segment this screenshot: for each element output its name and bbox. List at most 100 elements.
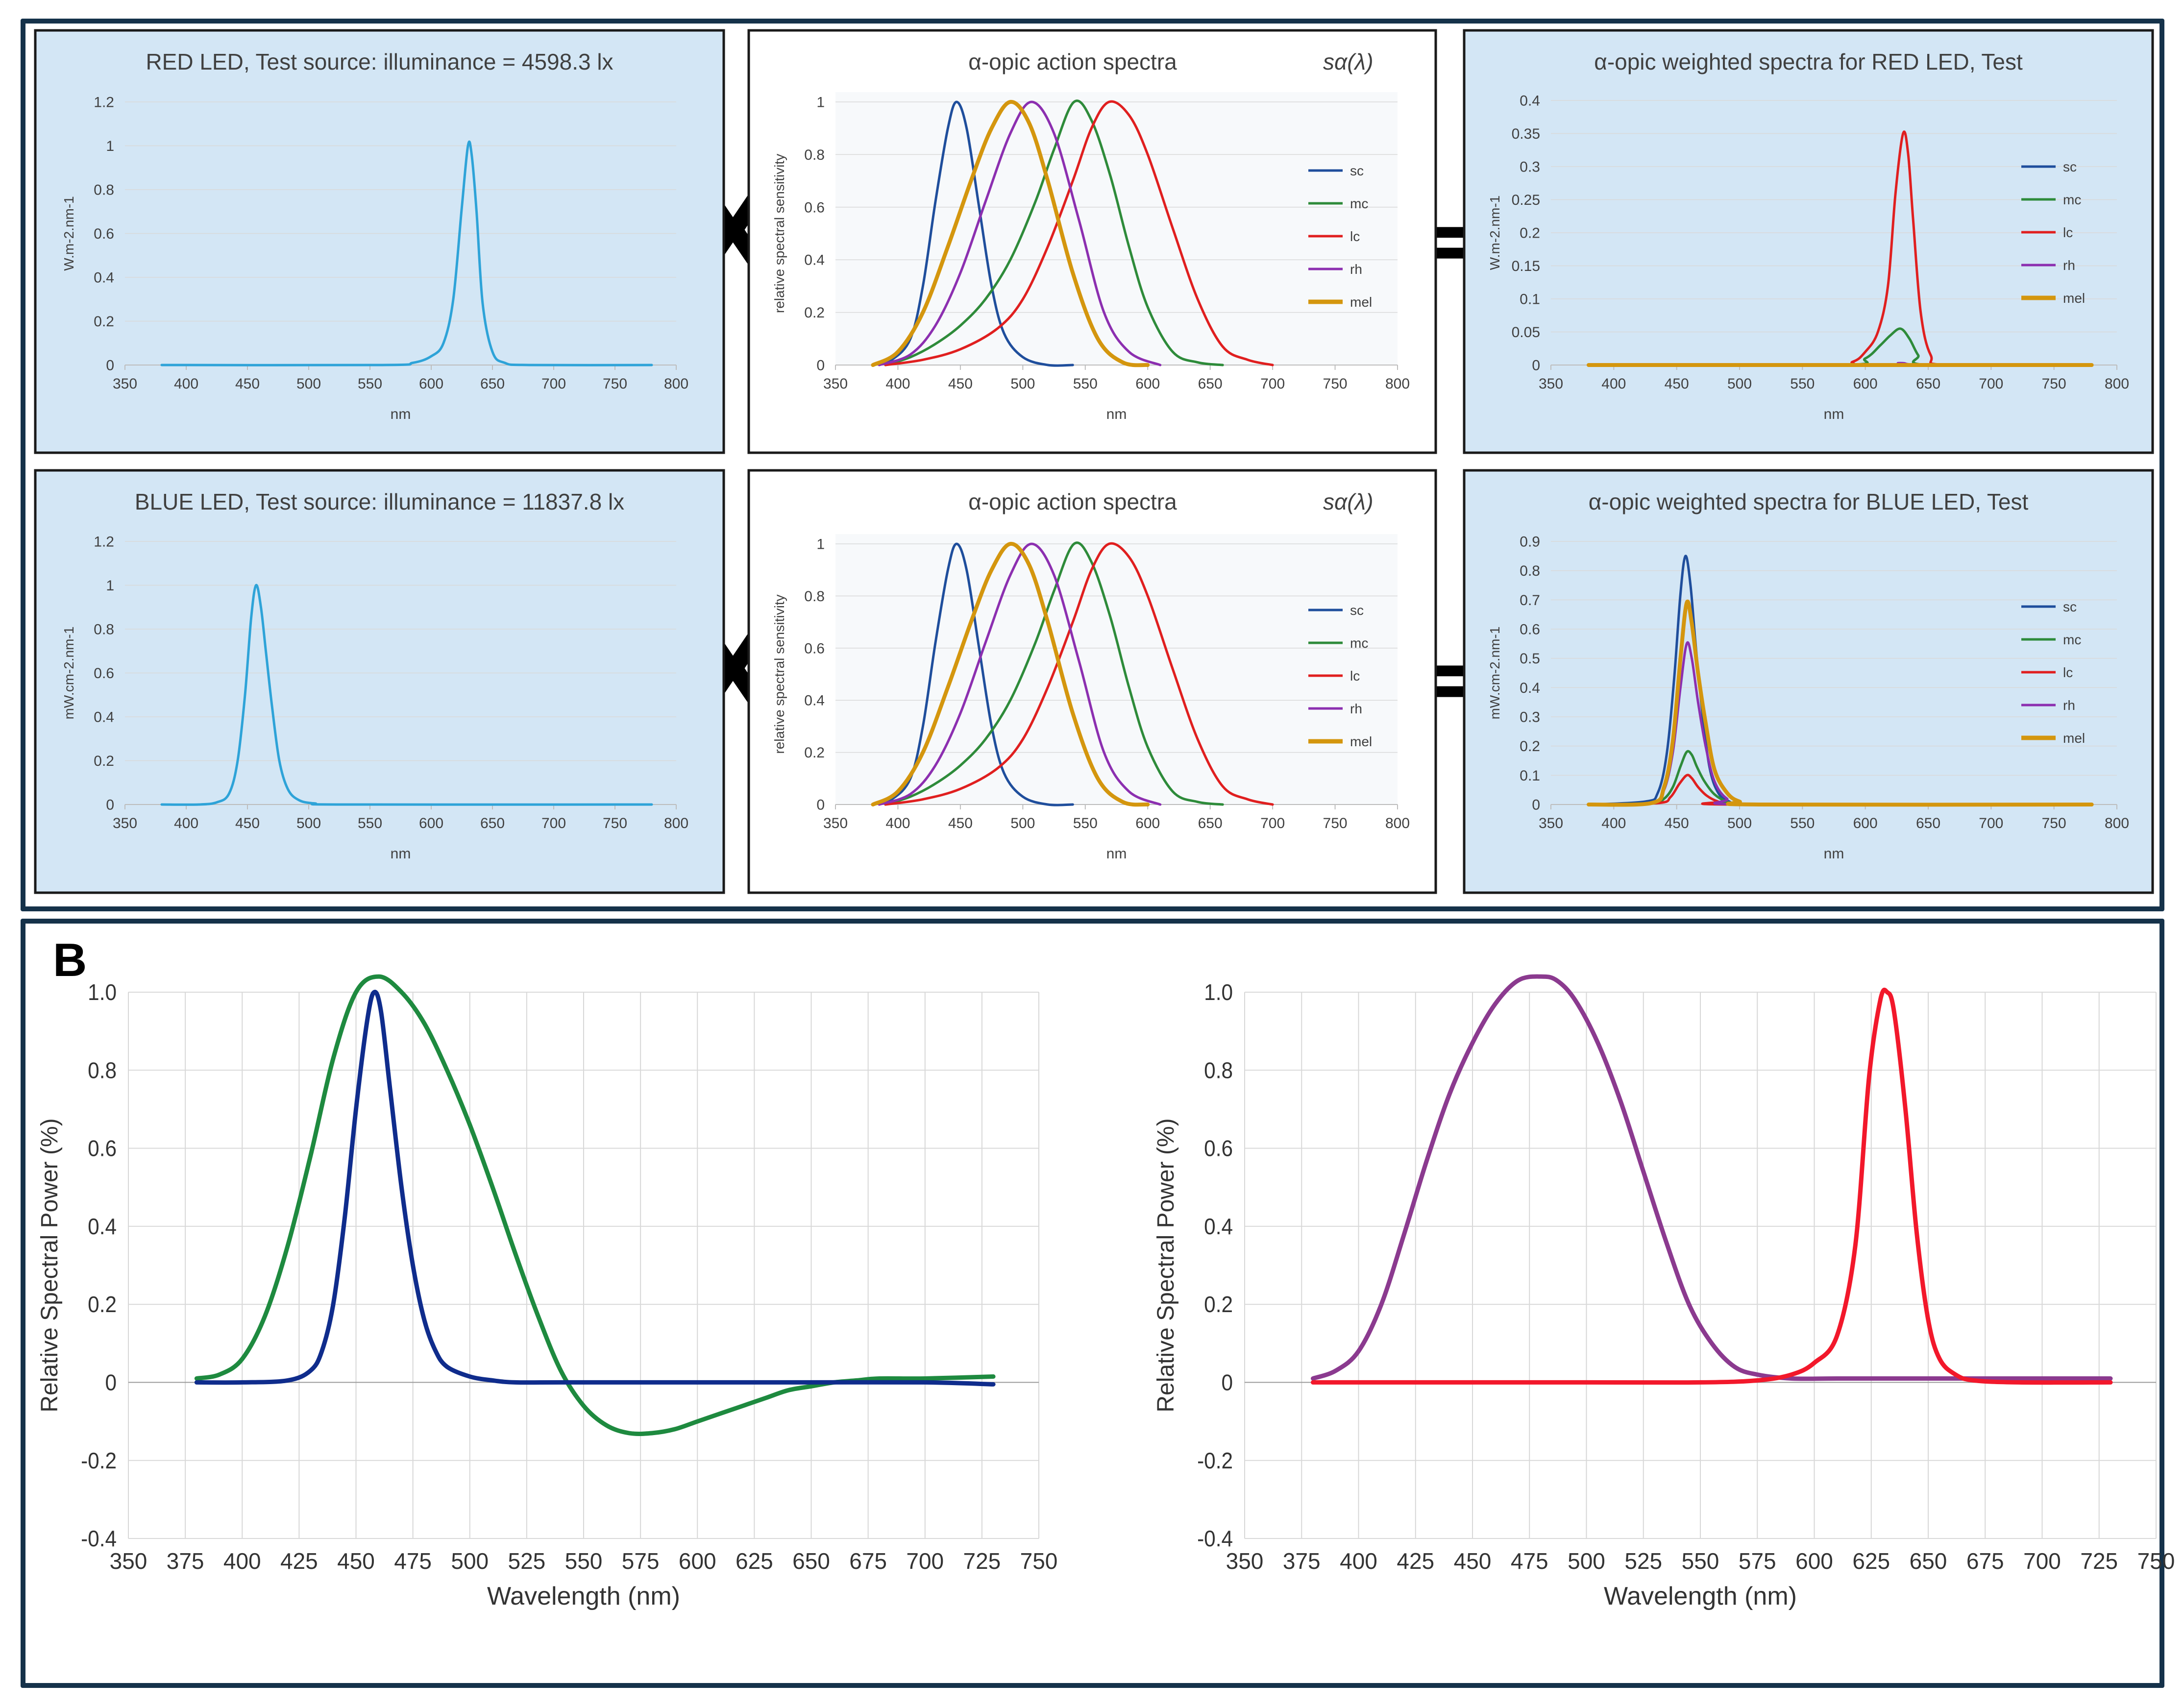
chart-a_action_top: 0 0.2 0.4 0.6 0.8 1 350 400 450 500 550 600 650 700 75… (747, 29, 1437, 454)
chart-frame (34, 469, 725, 894)
x-tick-label: 450 (948, 376, 973, 392)
y-tick-label: 0.8 (94, 182, 114, 198)
y-tick-label: 0.2 (88, 1293, 117, 1318)
x-tick-label: 600 (1795, 1548, 1833, 1574)
legend-label-rh: rh (1350, 701, 1362, 716)
y-tick-label: 0.2 (94, 314, 114, 330)
series-line-purple (1311, 974, 2113, 1381)
x-tick-label: 525 (1624, 1548, 1662, 1574)
y-tick-label: 1.2 (94, 534, 114, 550)
y-tick-label: 1.0 (1204, 980, 1233, 1005)
legend-label-sc: sc (2063, 159, 2077, 174)
series-line-red-led (160, 140, 653, 366)
series-line-green (194, 974, 996, 1436)
x-tick-label: 750 (603, 376, 627, 392)
x-tick-label: 550 (1682, 1548, 1719, 1574)
chart-title: α-opic action spectra (968, 489, 1177, 514)
x-tick-label: 650 (1910, 1548, 1947, 1574)
y-tick-label: 0.4 (804, 693, 825, 709)
x-tick-label: 625 (1852, 1548, 1890, 1574)
chart-title: RED LED, Test source: illuminance = 4598… (146, 49, 613, 74)
x-tick-label: 700 (541, 815, 566, 831)
y-tick-label: 0.2 (804, 745, 825, 761)
panel-b-frame (21, 919, 2164, 1688)
x-tick-label: 650 (1198, 815, 1223, 831)
y-tick-label: 0.6 (1520, 622, 1540, 638)
legend-label-mc: mc (1350, 635, 1368, 651)
y-tick-label: 1 (816, 537, 825, 553)
y-tick-label: 0.4 (94, 270, 114, 286)
x-tick-label: 350 (113, 815, 137, 831)
x-tick-label: 650 (792, 1548, 830, 1574)
chart-a_weighted_blue: 0 0.1 0.2 0.3 0.4 0.5 0.6 0.7 0.8 0.9 350 400 450 500… (1463, 469, 2154, 894)
y-tick-label: 0.6 (88, 1136, 117, 1161)
y-tick-label: -0.4 (1197, 1527, 1233, 1552)
x-tick-label: 800 (664, 815, 688, 831)
y-axis-title: Relative Spectral Power (%) (37, 1118, 63, 1412)
x-tick-label: 400 (885, 815, 910, 831)
series-line-sc (871, 542, 1074, 806)
legend-label-mc: mc (1350, 196, 1368, 211)
x-tick-label: 350 (1539, 376, 1563, 392)
x-tick-label: 400 (885, 376, 910, 392)
legend-label-rh: rh (2063, 258, 2075, 273)
y-axis-title: W.m-2.nm-1 (1487, 195, 1502, 270)
y-axis-title: Relative Spectral Power (%) (1153, 1118, 1179, 1412)
x-tick-label: 750 (2042, 815, 2066, 831)
y-tick-label: 1 (106, 578, 114, 594)
x-tick-label: 575 (622, 1548, 660, 1574)
x-tick-label: 600 (419, 376, 443, 392)
y-tick-label: 0.6 (804, 199, 825, 216)
legend-label-mc: mc (2063, 192, 2081, 207)
y-tick-label: 0.8 (804, 588, 825, 605)
x-tick-label: 650 (1916, 376, 1940, 392)
chart-frame (34, 29, 725, 454)
series-line-rh (878, 100, 1162, 366)
y-tick-label: 0.8 (88, 1058, 117, 1083)
x-tick-label: 350 (113, 376, 137, 392)
x-tick-label: 700 (1260, 376, 1285, 392)
chart-b_right: -0.4 -0.2 0 0.2 0.4 0.6 0.8 1.0 350 375 400 425 450 4… (1153, 974, 2175, 1610)
y-tick-label: 0.1 (1520, 768, 1540, 784)
x-tick-label: 350 (110, 1548, 147, 1574)
x-tick-label: 675 (1966, 1548, 2004, 1574)
x-tick-label: 700 (1260, 815, 1285, 831)
chart-b_left: -0.4 -0.2 0 0.2 0.4 0.6 0.8 1.0 350 375 400 425 450 4… (37, 974, 1057, 1610)
x-tick-label: 425 (1397, 1548, 1434, 1574)
x-tick-label: 700 (1979, 815, 2003, 831)
x-tick-label: 800 (664, 376, 688, 392)
x-tick-label: 450 (235, 376, 260, 392)
y-tick-label: 0 (106, 797, 114, 813)
y-tick-label: 1.0 (88, 980, 117, 1005)
x-tick-label: 800 (2105, 815, 2129, 831)
x-axis-title: nm (1824, 846, 1844, 862)
y-tick-label: 0.3 (1520, 709, 1540, 726)
y-tick-label: 0.2 (1520, 225, 1540, 242)
y-tick-label: 0 (1532, 797, 1540, 813)
x-tick-label: 725 (963, 1548, 1001, 1574)
x-tick-label: 550 (565, 1548, 603, 1574)
legend-label-mc: mc (2063, 632, 2081, 647)
plot-background (835, 92, 1398, 365)
x-tick-label: 350 (823, 376, 848, 392)
legend-label-mel: mel (1350, 294, 1372, 310)
legend-label-rh: rh (2063, 698, 2075, 713)
y-tick-label: 0.8 (94, 622, 114, 638)
y-tick-label: 0 (105, 1370, 117, 1395)
x-tick-label: 525 (508, 1548, 546, 1574)
x-tick-label: 600 (1853, 376, 1878, 392)
chart-title-symbol: sα(λ) (1323, 49, 1374, 74)
series-line-lc (884, 542, 1274, 806)
y-tick-label: 0.4 (804, 252, 825, 268)
x-tick-label: 700 (1979, 376, 2003, 392)
x-tick-label: 750 (1323, 376, 1348, 392)
x-tick-label: 700 (906, 1548, 944, 1574)
y-tick-label: 0.4 (1520, 680, 1540, 696)
y-tick-label: 0.4 (1520, 93, 1540, 109)
y-tick-label: 0 (106, 358, 114, 374)
x-axis-title: nm (1106, 406, 1127, 422)
x-tick-label: 650 (480, 815, 505, 831)
y-tick-label: 0.8 (1204, 1058, 1233, 1083)
x-tick-label: 400 (174, 376, 198, 392)
y-tick-label: 0 (1221, 1370, 1233, 1395)
